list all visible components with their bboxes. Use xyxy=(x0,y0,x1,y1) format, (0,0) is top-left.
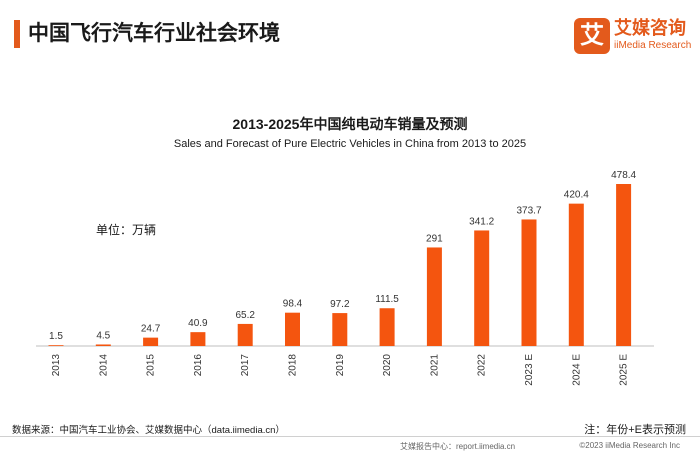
bar-2013 xyxy=(48,345,64,346)
x-tick-label: 2016 xyxy=(193,354,204,377)
chart-subtitle: Sales and Forecast of Pure Electric Vehi… xyxy=(173,138,527,150)
logo-en-text: iiMedia Research xyxy=(614,40,692,51)
logo-cn-text: 艾媒咨询 xyxy=(614,18,686,38)
footer-report-link: 艾媒报告中心：report.iimedia.cn xyxy=(400,442,516,451)
bar-2021 xyxy=(426,247,442,346)
footer-divider xyxy=(0,436,700,437)
x-tick-label: 2019 xyxy=(335,354,346,377)
value-label: 24.7 xyxy=(141,324,161,335)
value-label: 4.5 xyxy=(96,330,110,341)
x-tick-label: 2018 xyxy=(288,354,299,377)
bar-2018 xyxy=(285,312,300,346)
x-tick-label: 2023 E xyxy=(524,354,535,386)
value-label: 40.9 xyxy=(188,318,208,329)
x-tick-label: 2017 xyxy=(240,354,251,377)
bar-2014 xyxy=(95,344,111,346)
value-label: 341.2 xyxy=(469,216,494,227)
x-tick-label: 2013 xyxy=(51,354,62,377)
value-label: 98.4 xyxy=(283,299,303,310)
bar-2025e xyxy=(616,184,632,346)
data-source: 数据来源：中国汽车工业协会、艾媒数据中心（data.iimedia.cn） xyxy=(12,425,285,436)
bar-2023e xyxy=(521,219,537,346)
bar-2015 xyxy=(143,337,159,346)
value-label: 111.5 xyxy=(375,294,399,305)
value-label: 65.2 xyxy=(235,310,255,321)
bar-2016 xyxy=(190,332,206,346)
title-accent-bar xyxy=(14,20,20,48)
value-label: 478.4 xyxy=(611,170,636,181)
value-label: 291 xyxy=(426,233,443,244)
page-title: 中国飞行汽车行业社会环境 xyxy=(28,22,280,45)
x-tick-label: 2021 xyxy=(429,354,440,377)
value-label: 1.5 xyxy=(49,331,63,342)
value-label: 420.4 xyxy=(564,190,589,201)
x-tick-label: 2014 xyxy=(98,354,109,377)
bar-2019 xyxy=(332,313,348,346)
x-tick-label: 2022 xyxy=(477,354,488,377)
value-label: 373.7 xyxy=(516,205,541,216)
logo-badge: 艾 xyxy=(574,18,610,54)
x-tick-label: 2020 xyxy=(382,354,393,377)
x-tick-label: 2015 xyxy=(146,354,157,377)
value-label: 97.2 xyxy=(330,299,350,310)
chart-title: 2013-2025年中国纯电动车销量及预测 xyxy=(232,116,468,132)
iimedia-logo: 艾 艾媒咨询 iiMedia Research xyxy=(574,16,694,58)
x-tick-label: 2024 E xyxy=(571,354,582,386)
unit-label: 单位：万辆 xyxy=(96,223,157,237)
bar-2017 xyxy=(237,323,253,346)
bar-2022 xyxy=(474,230,490,346)
forecast-note: 注：年份+E表示预测 xyxy=(584,424,686,436)
bar-2024e xyxy=(568,203,584,346)
bar-chart: 1.5 2013 4.5 2014 24.7 2015 40.9 2016 65.2 2017 98… xyxy=(36,170,654,386)
bar-2020 xyxy=(379,308,395,346)
footer-copyright: ©2023 iiMedia Research Inc xyxy=(579,441,680,450)
x-tick-label: 2025 E xyxy=(619,354,630,386)
